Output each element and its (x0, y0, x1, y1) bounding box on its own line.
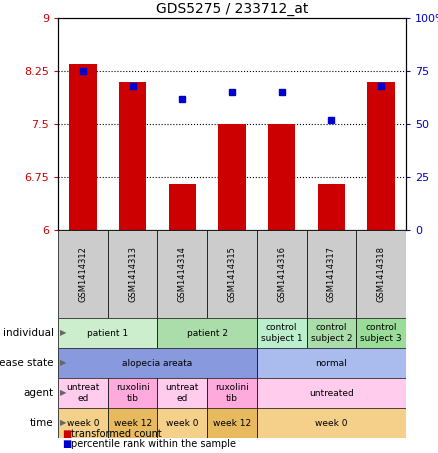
Text: untreat
ed: untreat ed (66, 383, 99, 403)
Bar (169, 184, 196, 230)
Text: GSM1414317: GSM1414317 (327, 246, 336, 302)
Text: patient 2: patient 2 (187, 328, 228, 337)
Bar (257, 318, 307, 348)
Text: ruxolini
tib: ruxolini tib (215, 383, 249, 403)
Bar (119, 82, 146, 230)
Text: alopecia areata: alopecia areata (122, 358, 193, 367)
Text: normal: normal (315, 358, 347, 367)
Text: GSM1414315: GSM1414315 (227, 246, 237, 302)
Bar (356, 318, 406, 348)
Bar (257, 348, 406, 378)
Bar (58, 348, 257, 378)
Title: GDS5275 / 233712_at: GDS5275 / 233712_at (156, 1, 308, 15)
Bar (257, 230, 307, 318)
Bar (58, 230, 108, 318)
Text: control
subject 2: control subject 2 (311, 323, 352, 343)
Text: week 12: week 12 (113, 419, 152, 428)
Text: ■: ■ (62, 429, 72, 439)
Bar (157, 378, 207, 408)
Text: ruxolini
tib: ruxolini tib (116, 383, 149, 403)
Bar (356, 230, 406, 318)
Bar (157, 408, 207, 438)
Text: agent: agent (24, 388, 53, 398)
Text: disease state: disease state (0, 358, 53, 368)
Bar (58, 318, 157, 348)
Text: time: time (30, 418, 53, 428)
Bar (257, 408, 406, 438)
Bar (69, 64, 96, 230)
Text: ■: ■ (62, 439, 72, 449)
Text: week 0: week 0 (67, 419, 99, 428)
Text: GSM1414314: GSM1414314 (178, 246, 187, 302)
Text: ▶: ▶ (60, 328, 67, 337)
Text: control
subject 3: control subject 3 (360, 323, 402, 343)
Text: week 0: week 0 (315, 419, 348, 428)
Bar (207, 230, 257, 318)
Text: transformed count: transformed count (71, 429, 162, 439)
Text: patient 1: patient 1 (87, 328, 128, 337)
Bar (108, 408, 157, 438)
Text: individual: individual (3, 328, 53, 338)
Text: untreat
ed: untreat ed (166, 383, 199, 403)
Text: untreated: untreated (309, 389, 354, 397)
Text: GSM1414313: GSM1414313 (128, 246, 137, 302)
Bar (157, 318, 257, 348)
Text: GSM1414316: GSM1414316 (277, 246, 286, 302)
Text: GSM1414312: GSM1414312 (78, 246, 87, 302)
Bar (307, 318, 356, 348)
Text: ▶: ▶ (60, 419, 67, 428)
Bar (108, 230, 157, 318)
Text: ▶: ▶ (60, 389, 67, 397)
Bar (58, 378, 108, 408)
Text: percentile rank within the sample: percentile rank within the sample (71, 439, 236, 449)
Bar (257, 378, 406, 408)
Bar (207, 408, 257, 438)
Bar (218, 124, 246, 230)
Bar (367, 82, 395, 230)
Text: week 12: week 12 (213, 419, 251, 428)
Bar (108, 378, 157, 408)
Bar (268, 124, 295, 230)
Bar (207, 378, 257, 408)
Bar (318, 184, 345, 230)
Bar (58, 408, 108, 438)
Text: GSM1414318: GSM1414318 (377, 246, 385, 302)
Text: control
subject 1: control subject 1 (261, 323, 303, 343)
Bar (307, 230, 356, 318)
Bar (157, 230, 207, 318)
Text: week 0: week 0 (166, 419, 198, 428)
Text: ▶: ▶ (60, 358, 67, 367)
